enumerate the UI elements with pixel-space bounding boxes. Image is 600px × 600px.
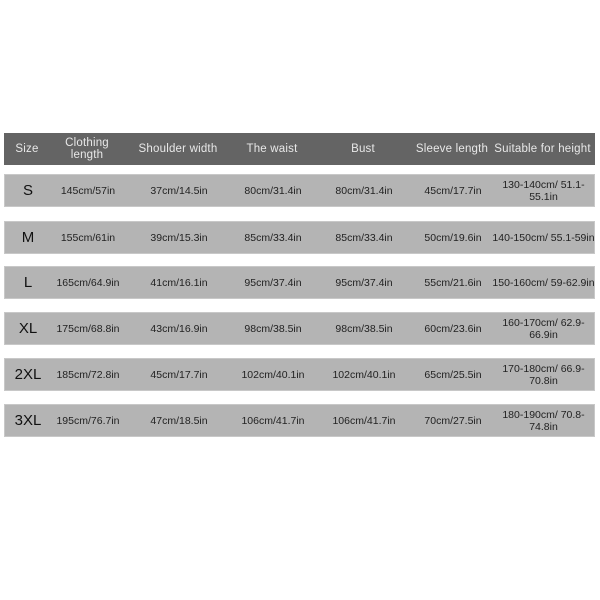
cell-shoulder: 41cm/16.1in xyxy=(150,276,208,289)
cell-size: S xyxy=(22,182,33,199)
cell-waist: 80cm/31.4in xyxy=(244,184,302,197)
cell-length: 155cm/61in xyxy=(60,231,116,244)
cell-bust: 98cm/38.5in xyxy=(335,322,393,335)
cell-length: 145cm/57in xyxy=(60,184,116,197)
cell-waist: 102cm/40.1in xyxy=(241,368,305,381)
cell-waist: 85cm/33.4in xyxy=(244,231,302,244)
cell-size: 2XL xyxy=(14,366,42,383)
cell-bust: 95cm/37.4in xyxy=(335,276,393,289)
header-waist: The waist xyxy=(246,143,298,155)
header-clothing-length: Clothing length xyxy=(65,137,109,161)
header-bust: Bust xyxy=(351,143,375,155)
table-row: XL 175cm/68.8in 43cm/16.9in 98cm/38.5in 98cm… xyxy=(4,312,595,345)
cell-sleeve: 60cm/23.6in xyxy=(424,322,482,335)
cell-sleeve: 65cm/25.5in xyxy=(424,368,482,381)
cell-bust: 85cm/33.4in xyxy=(335,231,393,244)
table-row: S 145cm/57in 37cm/14.5in 80cm/31.4in 80cm/31… xyxy=(4,174,595,207)
cell-shoulder: 37cm/14.5in xyxy=(150,184,208,197)
cell-size: XL xyxy=(18,320,38,337)
cell-shoulder: 47cm/18.5in xyxy=(150,414,208,427)
cell-shoulder: 45cm/17.7in xyxy=(150,368,208,381)
cell-height: 150-160cm/ 59-62.9in xyxy=(492,276,595,289)
cell-waist: 98cm/38.5in xyxy=(244,322,302,335)
table-row: 3XL 195cm/76.7in 47cm/18.5in 106cm/41.7in 10… xyxy=(4,404,595,437)
header-shoulder-width: Shoulder width xyxy=(138,143,218,155)
cell-height: 180-190cm/ 70.8-74.8in xyxy=(502,408,585,433)
cell-waist: 106cm/41.7in xyxy=(241,414,305,427)
table-header: Size Clothing length Shoulder width The … xyxy=(4,133,595,165)
cell-length: 195cm/76.7in xyxy=(56,414,120,427)
cell-height: 160-170cm/ 62.9-66.9in xyxy=(502,316,585,341)
cell-height: 130-140cm/ 51.1-55.1in xyxy=(502,178,585,203)
cell-shoulder: 43cm/16.9in xyxy=(150,322,208,335)
cell-sleeve: 50cm/19.6in xyxy=(424,231,482,244)
cell-bust: 80cm/31.4in xyxy=(335,184,393,197)
cell-size: 3XL xyxy=(14,412,42,429)
cell-bust: 102cm/40.1in xyxy=(332,368,396,381)
cell-length: 165cm/64.9in xyxy=(56,276,120,289)
table-row: M 155cm/61in 39cm/15.3in 85cm/33.4in 85cm/33… xyxy=(4,221,595,254)
cell-length: 185cm/72.8in xyxy=(56,368,120,381)
cell-sleeve: 70cm/27.5in xyxy=(424,414,482,427)
cell-size: M xyxy=(21,229,35,246)
cell-shoulder: 39cm/15.3in xyxy=(150,231,208,244)
header-size: Size xyxy=(15,143,39,155)
cell-size: L xyxy=(23,274,33,291)
cell-sleeve: 45cm/17.7in xyxy=(424,184,482,197)
table-row: 2XL 185cm/72.8in 45cm/17.7in 102cm/40.1in 10… xyxy=(4,358,595,391)
cell-length: 175cm/68.8in xyxy=(56,322,120,335)
cell-sleeve: 55cm/21.6in xyxy=(424,276,482,289)
cell-bust: 106cm/41.7in xyxy=(332,414,396,427)
cell-height: 140-150cm/ 55.1-59in xyxy=(492,231,595,244)
table-row: L 165cm/64.9in 41cm/16.1in 95cm/37.4in 95cm/… xyxy=(4,266,595,299)
header-height: Suitable for height xyxy=(494,143,591,155)
cell-height: 170-180cm/ 66.9-70.8in xyxy=(502,362,585,387)
header-sleeve-length: Sleeve length xyxy=(415,143,489,155)
cell-waist: 95cm/37.4in xyxy=(244,276,302,289)
